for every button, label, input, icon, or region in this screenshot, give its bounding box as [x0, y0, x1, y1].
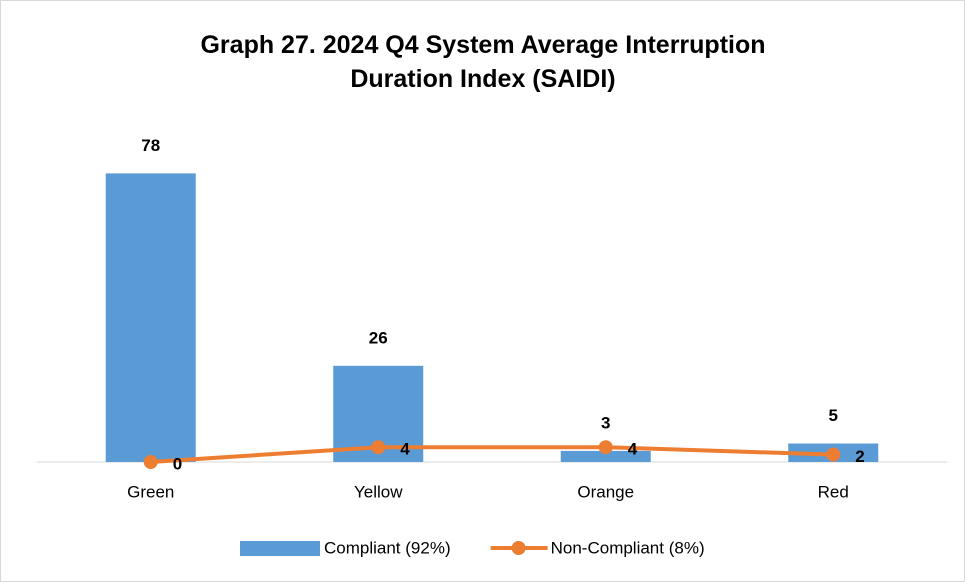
- data-label: 5: [829, 406, 838, 425]
- data-label: 3: [601, 413, 610, 432]
- legend-label: Non-Compliant (8%): [551, 538, 705, 557]
- line-point: [143, 455, 158, 469]
- legend-swatch-marker: [511, 541, 526, 555]
- line-point: [371, 440, 386, 455]
- chart-title: Graph 27. 2024 Q4 System Average Interru…: [200, 31, 766, 93]
- data-label: 4: [628, 440, 638, 459]
- data-label: 78: [141, 136, 160, 155]
- x-tick-label: Yellow: [354, 482, 403, 501]
- x-tick-label: Orange: [577, 482, 634, 501]
- data-label: 0: [173, 454, 182, 473]
- legend-label: Compliant (92%): [324, 538, 451, 557]
- x-tick-label: Green: [127, 482, 174, 501]
- bar: [560, 450, 651, 462]
- line-point: [598, 440, 613, 455]
- legend-swatch: [240, 541, 320, 556]
- bar: [105, 173, 196, 462]
- line: [150, 445, 834, 464]
- data-label: 26: [369, 328, 388, 347]
- data-label: 2: [855, 447, 864, 466]
- line-point: [826, 447, 841, 462]
- x-tick-label: Red: [818, 482, 849, 501]
- data-label: 4: [400, 440, 410, 459]
